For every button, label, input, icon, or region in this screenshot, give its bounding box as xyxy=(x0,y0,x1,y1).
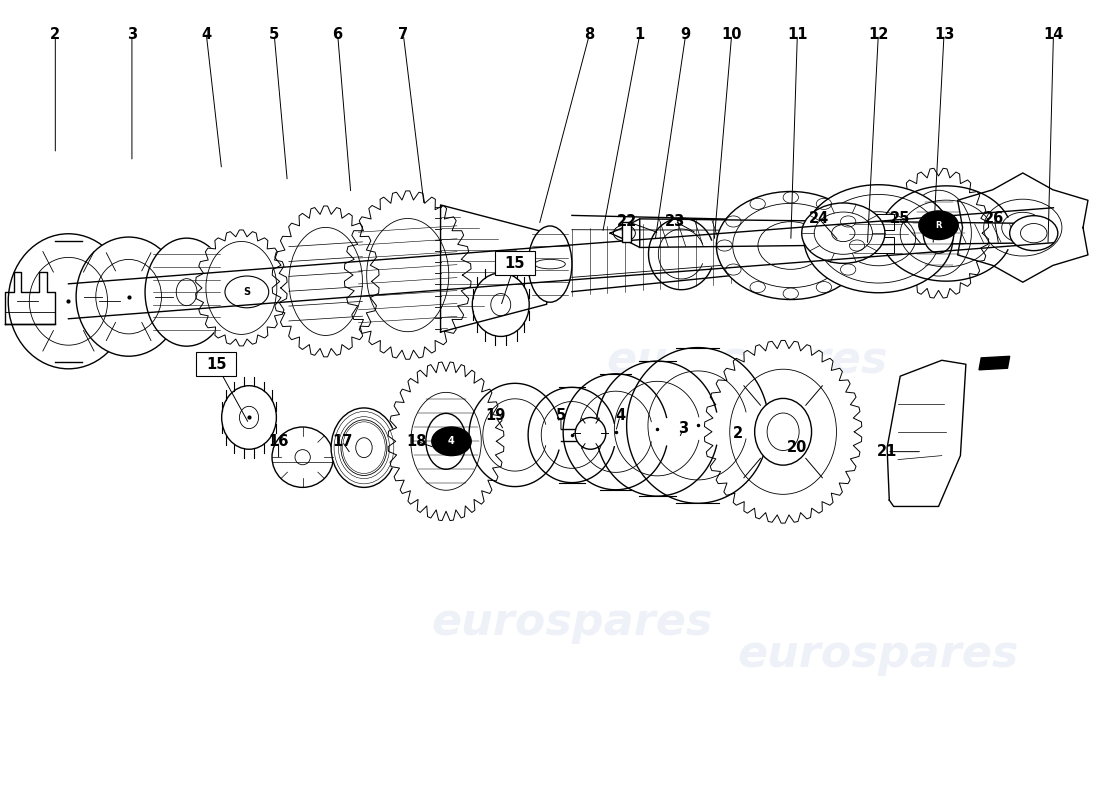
Text: 18: 18 xyxy=(406,434,427,449)
Text: 13: 13 xyxy=(934,27,954,42)
Polygon shape xyxy=(627,347,767,503)
Text: 5: 5 xyxy=(556,408,566,423)
Text: 19: 19 xyxy=(485,408,506,423)
Text: 12: 12 xyxy=(868,27,889,42)
Polygon shape xyxy=(704,341,861,523)
Text: 20: 20 xyxy=(788,440,807,455)
Text: 8: 8 xyxy=(584,27,594,42)
Text: 25: 25 xyxy=(890,211,911,226)
Ellipse shape xyxy=(472,273,529,337)
Text: 2: 2 xyxy=(734,426,744,441)
Polygon shape xyxy=(889,168,989,298)
Polygon shape xyxy=(528,387,614,482)
Ellipse shape xyxy=(76,237,182,356)
Text: 5: 5 xyxy=(270,27,279,42)
Text: 11: 11 xyxy=(788,27,807,42)
Text: 21: 21 xyxy=(877,444,898,459)
Polygon shape xyxy=(979,356,1010,370)
Text: 17: 17 xyxy=(332,434,352,449)
Text: 4: 4 xyxy=(448,436,455,446)
Bar xyxy=(871,214,893,230)
Text: 15: 15 xyxy=(505,256,525,271)
Bar xyxy=(623,222,631,242)
Ellipse shape xyxy=(426,414,466,470)
Polygon shape xyxy=(958,173,1088,282)
Polygon shape xyxy=(887,360,966,506)
Text: 16: 16 xyxy=(268,434,289,449)
Polygon shape xyxy=(388,362,504,521)
Circle shape xyxy=(716,191,866,299)
Text: 26: 26 xyxy=(984,211,1004,226)
Text: 22: 22 xyxy=(616,214,637,229)
Polygon shape xyxy=(272,206,379,357)
Polygon shape xyxy=(6,273,55,324)
Ellipse shape xyxy=(355,438,372,458)
Circle shape xyxy=(814,212,872,254)
Text: eurospares: eurospares xyxy=(168,259,450,302)
Ellipse shape xyxy=(272,427,333,487)
Text: 4: 4 xyxy=(201,27,211,42)
Ellipse shape xyxy=(528,226,572,302)
Circle shape xyxy=(224,276,268,308)
Ellipse shape xyxy=(575,418,606,450)
Text: 1: 1 xyxy=(635,27,645,42)
Text: 3: 3 xyxy=(679,421,689,436)
Text: 15: 15 xyxy=(206,357,227,372)
Bar xyxy=(495,251,535,275)
Circle shape xyxy=(1010,216,1058,250)
Polygon shape xyxy=(469,383,559,486)
Polygon shape xyxy=(561,429,578,442)
Polygon shape xyxy=(196,230,287,346)
Polygon shape xyxy=(441,205,547,332)
Text: 9: 9 xyxy=(681,27,691,42)
Bar xyxy=(197,352,235,376)
Polygon shape xyxy=(344,191,471,359)
Text: S: S xyxy=(243,287,251,297)
Circle shape xyxy=(432,427,471,456)
Text: eurospares: eurospares xyxy=(431,601,713,644)
Text: 6: 6 xyxy=(332,27,343,42)
Ellipse shape xyxy=(755,398,812,465)
Circle shape xyxy=(804,185,953,293)
Ellipse shape xyxy=(8,234,129,369)
Polygon shape xyxy=(563,374,667,490)
Text: 7: 7 xyxy=(398,27,408,42)
Text: 24: 24 xyxy=(810,211,829,226)
Text: 10: 10 xyxy=(722,27,741,42)
Text: 3: 3 xyxy=(126,27,138,42)
Text: eurospares: eurospares xyxy=(738,633,1019,676)
Ellipse shape xyxy=(145,238,228,346)
Text: 14: 14 xyxy=(1043,27,1064,42)
Circle shape xyxy=(918,211,958,239)
Polygon shape xyxy=(610,219,640,247)
Text: 2: 2 xyxy=(51,27,60,42)
Polygon shape xyxy=(596,361,716,496)
Bar xyxy=(871,238,893,254)
Ellipse shape xyxy=(331,408,397,487)
Ellipse shape xyxy=(222,386,276,450)
Circle shape xyxy=(802,203,884,263)
Text: eurospares: eurospares xyxy=(606,338,888,382)
Text: 23: 23 xyxy=(664,214,685,229)
Text: 4: 4 xyxy=(615,408,625,423)
Ellipse shape xyxy=(923,213,954,253)
Text: R: R xyxy=(935,221,942,230)
